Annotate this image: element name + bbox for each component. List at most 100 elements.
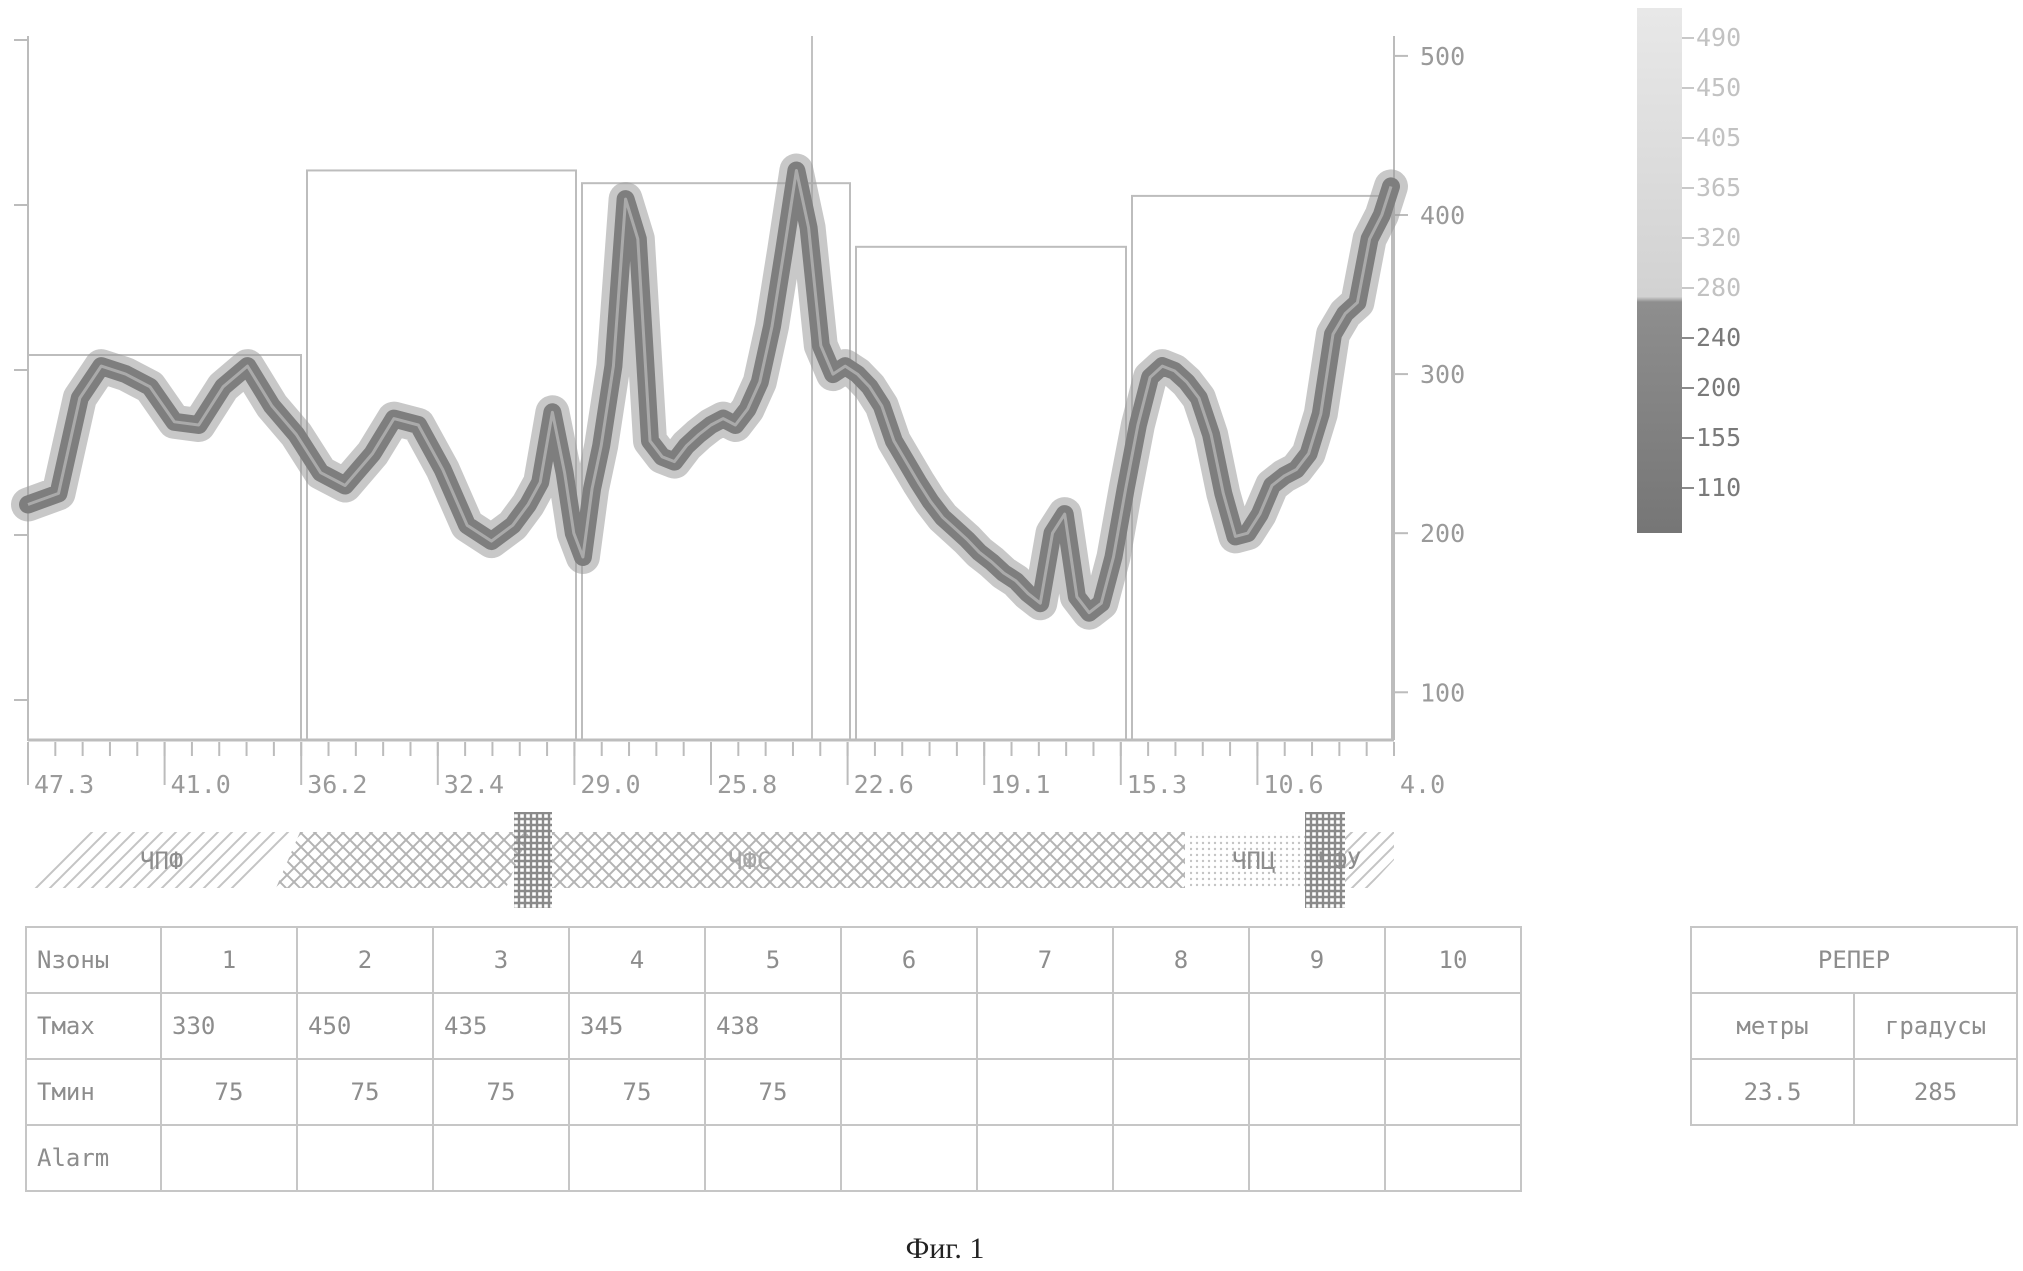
y-tick-label-100: 100 xyxy=(1420,678,1465,707)
tmax-cell-8 xyxy=(1113,993,1249,1059)
x-tick-label-7: 19.1 xyxy=(990,770,1050,799)
x-tick-label-0: 47.3 xyxy=(34,770,94,799)
x-tick-3: 32.4 xyxy=(438,742,504,799)
alarm-cell-7 xyxy=(977,1125,1113,1191)
color-legend: 490450405365320280240200155110 xyxy=(1637,8,1741,533)
alarm-cell-2 xyxy=(297,1125,433,1191)
zone-col-6: 6 xyxy=(841,927,977,993)
y-tick-500: 500 xyxy=(1394,42,1465,71)
x-tick-10: 4.0 xyxy=(1400,770,1445,799)
zone-col-4: 4 xyxy=(569,927,705,993)
legend-label-200: 200 xyxy=(1696,373,1741,402)
legend-label-320: 320 xyxy=(1696,223,1741,252)
legend-label-450: 450 xyxy=(1696,73,1741,102)
alarm-cell-9 xyxy=(1249,1125,1385,1191)
zone-col-5: 5 xyxy=(705,927,841,993)
x-tick-2: 36.2 xyxy=(301,742,367,799)
x-tick-label-1: 41.0 xyxy=(171,770,231,799)
legend-label-240: 240 xyxy=(1696,323,1741,352)
row-label-tmin: Tмин xyxy=(26,1059,161,1125)
y-tick-300: 300 xyxy=(1394,360,1465,389)
tmin-cell-9 xyxy=(1249,1059,1385,1125)
tmin-row: Tмин 75 75 75 75 75 xyxy=(26,1059,1521,1125)
reference-title: РЕПЕР xyxy=(1691,927,2017,993)
x-tick-label-10: 4.0 xyxy=(1400,770,1445,799)
y-tick-label-200: 200 xyxy=(1420,519,1465,548)
tmax-cell-6 xyxy=(841,993,977,1059)
reference-title-row: РЕПЕР xyxy=(1691,927,2017,993)
tmax-cell-2: 450 xyxy=(297,993,433,1059)
row-label-nzony: Nзоны xyxy=(26,927,161,993)
tmin-cell-7 xyxy=(977,1059,1113,1125)
tmax-cell-10 xyxy=(1385,993,1521,1059)
y-tick-label-400: 400 xyxy=(1420,201,1465,230)
zone-col-2: 2 xyxy=(297,927,433,993)
zones-bar: ЧПФ ЧФС ЧПЦ ЧФУ xyxy=(28,812,1394,908)
zone-col-7: 7 xyxy=(977,927,1113,993)
zone-parameters-table: Nзоны 1 2 3 4 5 6 7 8 9 10 Tмax 330 450 … xyxy=(25,926,1522,1192)
zone-segment-cross-left xyxy=(276,832,530,888)
tmax-cell-3: 435 xyxy=(433,993,569,1059)
zone-box-4 xyxy=(856,247,1126,740)
reference-header-meters: метры xyxy=(1691,993,1854,1059)
alarm-cell-1 xyxy=(161,1125,297,1191)
x-tick-label-6: 22.6 xyxy=(854,770,914,799)
alarm-cell-10 xyxy=(1385,1125,1521,1191)
tmax-cell-9 xyxy=(1249,993,1385,1059)
alarm-cell-5 xyxy=(705,1125,841,1191)
x-tick-0: 47.3 xyxy=(28,742,94,799)
tmin-cell-8 xyxy=(1113,1059,1249,1125)
legend-labels: 490450405365320280240200155110 xyxy=(1682,23,1741,502)
zone-col-8: 8 xyxy=(1113,927,1249,993)
x-tick-7: 19.1 xyxy=(984,742,1050,799)
zone-boxes xyxy=(28,170,1392,740)
alarm-row: Alarm xyxy=(26,1125,1521,1191)
x-tick-label-9: 10.6 xyxy=(1263,770,1323,799)
tmax-cell-5: 438 xyxy=(705,993,841,1059)
alarm-cell-8 xyxy=(1113,1125,1249,1191)
alarm-cell-3 xyxy=(433,1125,569,1191)
y-tick-label-500: 500 xyxy=(1420,42,1465,71)
x-tick-5: 25.8 xyxy=(711,742,777,799)
tmax-row: Tмax 330 450 435 345 438 xyxy=(26,993,1521,1059)
x-tick-label-4: 29.0 xyxy=(580,770,640,799)
temperature-traces xyxy=(28,171,1391,613)
zone-number-row: Nзоны 1 2 3 4 5 6 7 8 9 10 xyxy=(26,927,1521,993)
zone-col-9: 9 xyxy=(1249,927,1385,993)
tmax-cell-1: 330 xyxy=(161,993,297,1059)
zone-label-chfu: ЧФУ xyxy=(1318,847,1361,875)
x-tick-label-2: 36.2 xyxy=(307,770,367,799)
zone-col-10: 10 xyxy=(1385,927,1521,993)
alarm-cell-6 xyxy=(841,1125,977,1191)
tmax-cell-4: 345 xyxy=(569,993,705,1059)
zone-col-3: 3 xyxy=(433,927,569,993)
zone-label-chfs: ЧФС xyxy=(728,847,771,875)
y-tick-100: 100 xyxy=(1394,678,1465,707)
legend-label-280: 280 xyxy=(1696,273,1741,302)
reference-value-meters: 23.5 xyxy=(1691,1059,1854,1125)
reference-header-row: метры градусы xyxy=(1691,993,2017,1059)
y-tick-400: 400 xyxy=(1394,201,1465,230)
x-tick-4: 29.0 xyxy=(574,742,640,799)
zone-segment-cross-middle xyxy=(552,832,1185,888)
row-label-tmax: Tмax xyxy=(26,993,161,1059)
reference-value-row: 23.5 285 xyxy=(1691,1059,2017,1125)
row-label-alarm: Alarm xyxy=(26,1125,161,1191)
zone-label-chpf: ЧПФ xyxy=(140,847,183,875)
x-tick-9: 10.6 xyxy=(1257,742,1323,799)
tmin-cell-4: 75 xyxy=(569,1059,705,1125)
zone-label-chpts: ЧПЦ xyxy=(1232,847,1275,875)
figure-caption: Фиг. 1 xyxy=(0,1232,1890,1266)
tmin-cell-10 xyxy=(1385,1059,1521,1125)
legend-gradient-bar xyxy=(1637,8,1682,533)
zone-col-1: 1 xyxy=(161,927,297,993)
y-tick-200: 200 xyxy=(1394,519,1465,548)
legend-label-405: 405 xyxy=(1696,123,1741,152)
x-tick-1: 41.0 xyxy=(165,742,231,799)
legend-label-490: 490 xyxy=(1696,23,1741,52)
x-tick-label-8: 15.3 xyxy=(1127,770,1187,799)
y-tick-label-300: 300 xyxy=(1420,360,1465,389)
legend-label-110: 110 xyxy=(1696,473,1741,502)
x-tick-8: 15.3 xyxy=(1121,742,1187,799)
tmax-cell-7 xyxy=(977,993,1113,1059)
